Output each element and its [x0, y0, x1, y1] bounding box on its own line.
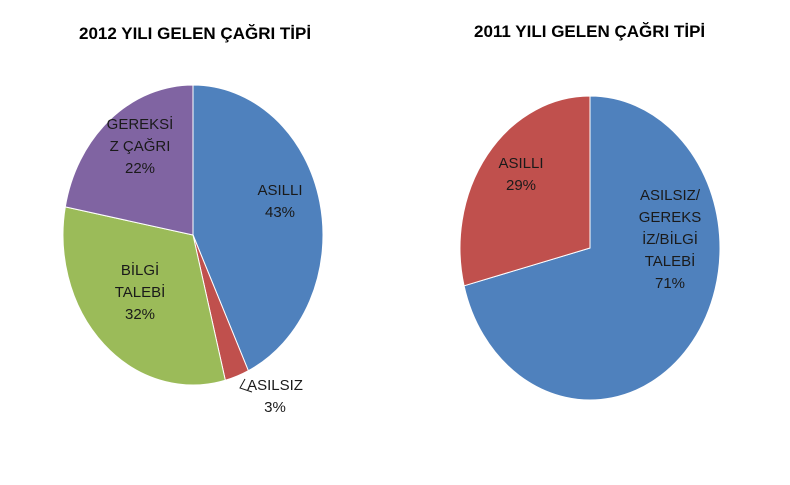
chart-title-2012: 2012 YILI GELEN ÇAĞRI TİPİ — [79, 24, 312, 43]
slice-label: Z ÇAĞRI — [110, 138, 171, 155]
slice-label: ASILSIZ/ — [640, 187, 701, 204]
pie-chart-0: ASILLI 43% ASILSIZ 3% BİLGİ TALEBİ 32% GEREKSİ Z… — [62, 84, 324, 416]
slice-label: 32% — [125, 306, 155, 323]
slice-label: 71% — [655, 275, 685, 292]
slice-label: 43% — [265, 204, 295, 221]
slice-label: 29% — [506, 177, 536, 194]
pie-slice — [192, 84, 324, 372]
slice-label: ASILSIZ — [247, 377, 303, 394]
pie-slice — [463, 95, 721, 401]
label-leader-line — [239, 378, 253, 393]
slice-label: 3% — [264, 399, 286, 416]
slice-label: İZ/BİLGİ — [642, 230, 698, 248]
slice-label: 22% — [125, 160, 155, 177]
pie-slice — [459, 95, 591, 287]
slice-label: GEREKSİ — [107, 115, 174, 133]
slice-label: ASILLI — [257, 182, 302, 199]
slice-label: GEREKS — [639, 209, 702, 226]
pie-slice — [62, 206, 226, 386]
slice-label: BİLGİ — [121, 261, 159, 279]
slice-label: TALEBİ — [115, 283, 166, 301]
chart-title-2011: 2011 YILI GELEN ÇAĞRI TİPİ — [474, 22, 706, 41]
slice-label: TALEBİ — [645, 252, 696, 270]
pie-chart-1: ASILSIZ/GEREKS İZ/BİLGİ TALEBİ 71% ASILLI 29% — [459, 95, 721, 401]
pie-slice — [64, 84, 194, 236]
slice-label: ASILLI — [498, 155, 543, 172]
